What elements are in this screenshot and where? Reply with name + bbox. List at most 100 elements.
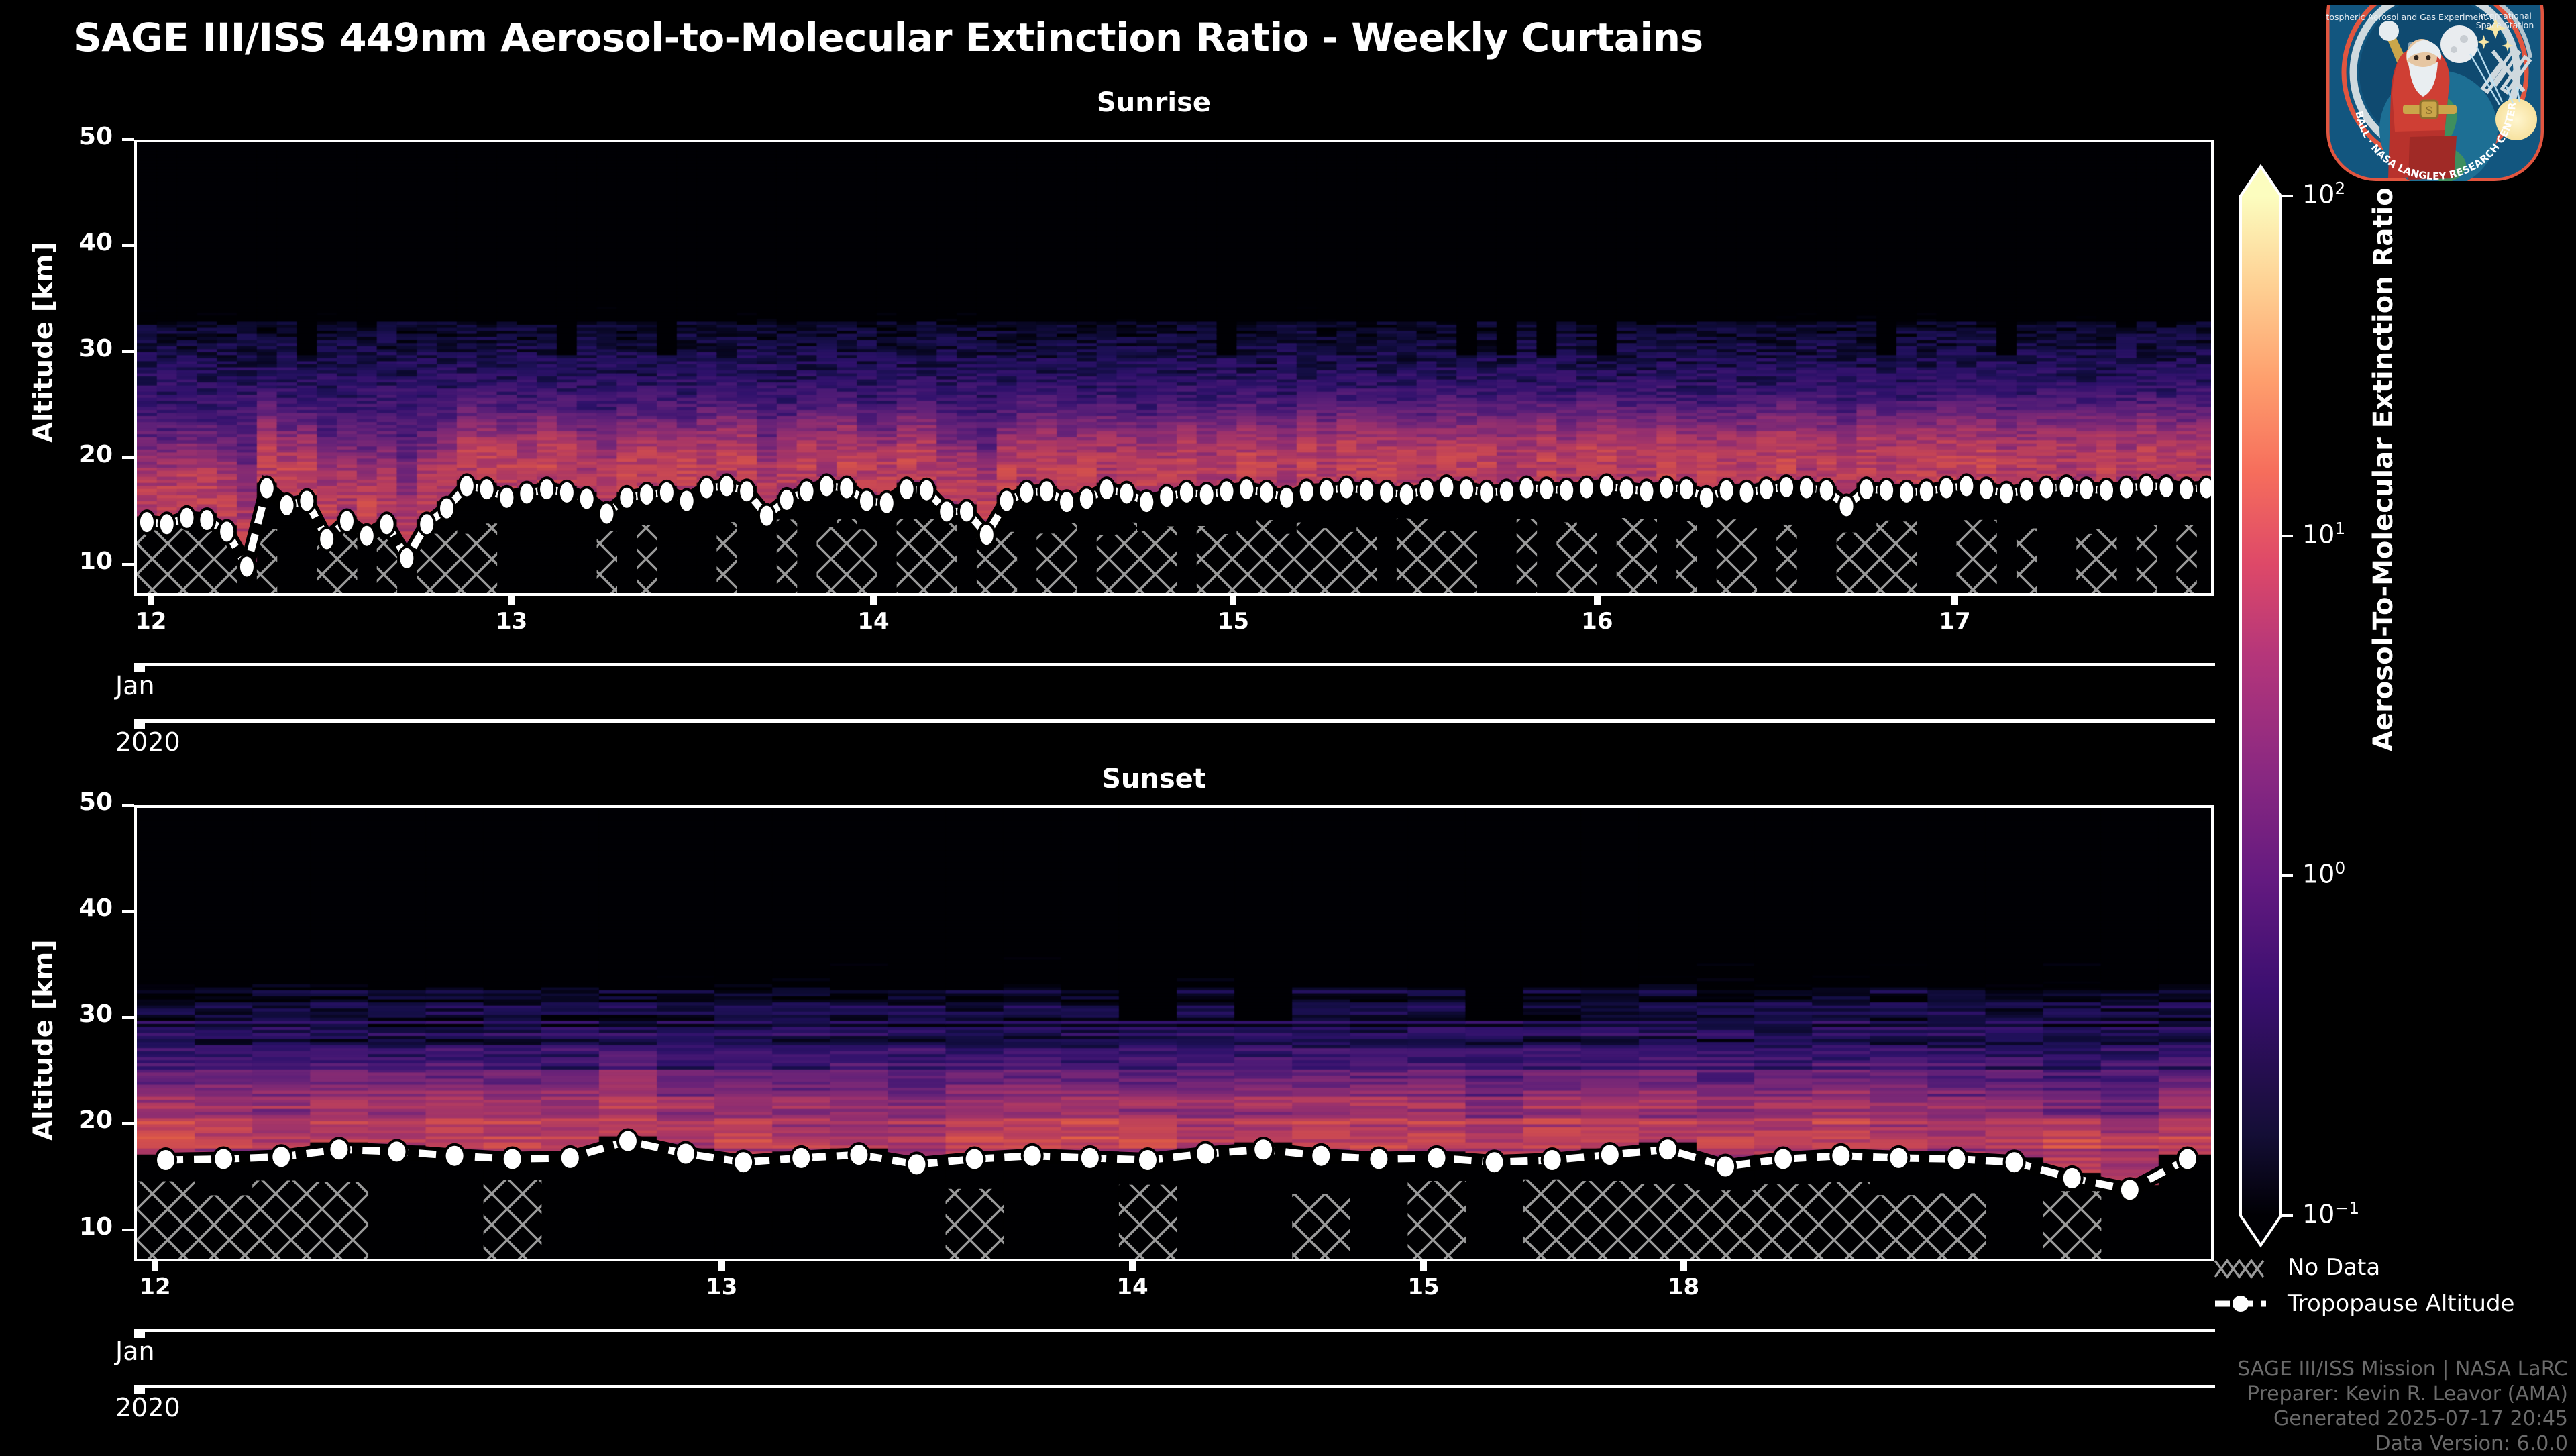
tropopause-marker bbox=[1519, 478, 1534, 499]
tropopause-marker bbox=[1197, 1143, 1215, 1164]
tropopause-marker bbox=[440, 498, 454, 519]
x-axis-year-tick-sunrise bbox=[134, 719, 145, 729]
tropopause-marker bbox=[1799, 478, 1813, 499]
tropopause-marker bbox=[1340, 478, 1354, 499]
tropopause-marker bbox=[339, 511, 354, 531]
tropopause-marker bbox=[1939, 478, 1953, 499]
tropopause-marker bbox=[1560, 480, 1574, 501]
tropopause-marker bbox=[859, 490, 873, 511]
tropopause-marker bbox=[239, 556, 254, 577]
tropopause-marker bbox=[620, 487, 634, 508]
tropopause-marker bbox=[2121, 1180, 2139, 1200]
colorbar-tick-mark bbox=[2282, 534, 2293, 537]
footer-line-preparer: Preparer: Kevin R. Leavor (AMA) bbox=[2247, 1382, 2568, 1406]
tropopause-marker bbox=[420, 514, 434, 535]
tropopause-marker bbox=[1099, 479, 1114, 500]
tropopause-marker bbox=[1000, 490, 1014, 511]
heatmap-plot-sunrise[interactable] bbox=[134, 140, 2214, 596]
tropopause-marker bbox=[1499, 481, 1513, 502]
y-tick-mark bbox=[122, 1122, 134, 1125]
tropopause-line bbox=[165, 1137, 2190, 1194]
colorbar-extend-max-arrow bbox=[2241, 166, 2281, 196]
tropopause-marker bbox=[1739, 482, 1754, 503]
tropopause-marker bbox=[1240, 479, 1254, 500]
tropopause-marker bbox=[157, 1150, 175, 1171]
x-tick-label: 13 bbox=[706, 1273, 738, 1300]
footer-line-generated: Generated 2025-07-17 20:45 bbox=[2273, 1407, 2568, 1431]
colorbar[interactable]: 102 101 100 10−1 bbox=[2239, 164, 2359, 1248]
tropopause-marker bbox=[1699, 487, 1713, 508]
y-tick-mark bbox=[122, 562, 134, 566]
legend-label-tropopause: Tropopause Altitude bbox=[2288, 1290, 2515, 1317]
tropopause-marker bbox=[659, 482, 674, 503]
tropopause-marker bbox=[200, 509, 214, 530]
y-tick-mark bbox=[122, 804, 134, 807]
tropopause-marker bbox=[2039, 478, 2053, 499]
y-tick-mark bbox=[122, 350, 134, 354]
tropopause-marker bbox=[1832, 1145, 1850, 1166]
x-tick-mark bbox=[1680, 1260, 1687, 1271]
tropopause-marker bbox=[1860, 479, 1874, 500]
tropopause-marker bbox=[940, 501, 954, 522]
tropopause-marker bbox=[2119, 478, 2133, 499]
tropopause-marker bbox=[559, 482, 574, 503]
svg-text:International: International bbox=[2478, 11, 2532, 21]
y-tick-label: 20 bbox=[78, 1106, 113, 1135]
heatmap-plot-sunset[interactable] bbox=[134, 805, 2214, 1261]
tropopause-marker bbox=[908, 1154, 926, 1175]
tropopause-marker bbox=[503, 1149, 521, 1169]
tropopause-marker bbox=[1081, 1147, 1099, 1168]
tropopause-marker bbox=[2180, 479, 2194, 500]
tropopause-marker bbox=[500, 487, 514, 508]
tropopause-marker bbox=[1719, 480, 1733, 501]
x-tick-label: 14 bbox=[1116, 1273, 1148, 1300]
svg-text:S: S bbox=[2426, 104, 2433, 117]
tropopause-marker bbox=[2100, 480, 2114, 501]
tropopause-marker bbox=[960, 501, 974, 522]
tropopause-marker bbox=[1299, 481, 1313, 502]
tropopause-line bbox=[146, 481, 2207, 577]
legend-item-no-data[interactable]: No Data bbox=[2214, 1249, 2514, 1286]
legend: No Data Tropopause Altitude bbox=[2214, 1249, 2514, 1322]
x-tick-mark bbox=[1129, 1260, 1136, 1271]
x-tick-label: 12 bbox=[139, 1273, 171, 1300]
y-tick-label: 10 bbox=[78, 547, 113, 575]
tropopause-marker bbox=[792, 1147, 810, 1168]
x-tick-mark bbox=[870, 594, 877, 605]
y-tick-label: 50 bbox=[78, 123, 113, 150]
tropopause-marker bbox=[1360, 480, 1374, 501]
tropopause-marker bbox=[1460, 479, 1474, 500]
tropopause-marker bbox=[1839, 496, 1854, 517]
tropopause-marker bbox=[2178, 1149, 2196, 1169]
tropopause-marker bbox=[740, 481, 754, 502]
tropopause-marker bbox=[2063, 1167, 2081, 1188]
tropopause-marker bbox=[1485, 1152, 1503, 1173]
tropopause-marker bbox=[540, 479, 554, 500]
colorbar-tick-label: 101 bbox=[2302, 518, 2346, 550]
sage-iii-iss-mission-patch-logo: S SAGE III · ISS Stratospheric Aerosol a… bbox=[2301, 0, 2569, 207]
y-tick-label: 40 bbox=[78, 894, 113, 923]
tropopause-marker bbox=[260, 478, 274, 499]
tropopause-marker bbox=[1640, 481, 1654, 502]
tropopause-marker bbox=[1220, 481, 1234, 502]
tropopause-marker bbox=[1023, 1145, 1041, 1166]
colorbar-tick-mark bbox=[2282, 874, 2293, 878]
x-axis-month-label-sunset: Jan bbox=[115, 1337, 155, 1366]
tropopause-marker bbox=[580, 488, 594, 509]
legend-item-tropopause[interactable]: Tropopause Altitude bbox=[2214, 1286, 2514, 1322]
tropopause-marker bbox=[1760, 479, 1774, 500]
footer-line-mission: SAGE III/ISS Mission | NASA LaRC bbox=[2237, 1357, 2568, 1381]
tropopause-marker bbox=[445, 1145, 464, 1166]
y-tick-mark bbox=[122, 456, 134, 460]
y-tick-mark bbox=[122, 244, 134, 248]
tropopause-marker bbox=[2000, 483, 2014, 504]
colorbar-extend-min-arrow bbox=[2241, 1216, 2281, 1245]
tropopause-marker bbox=[220, 521, 234, 542]
tropopause-marker bbox=[388, 1141, 406, 1162]
x-tick-mark bbox=[1951, 594, 1959, 605]
tropopause-marker bbox=[879, 492, 894, 513]
y-tick-label: 30 bbox=[78, 335, 113, 363]
tropopause-marker bbox=[900, 479, 914, 500]
tropopause-marker bbox=[2019, 480, 2033, 501]
colorbar-outline bbox=[2239, 164, 2282, 1248]
